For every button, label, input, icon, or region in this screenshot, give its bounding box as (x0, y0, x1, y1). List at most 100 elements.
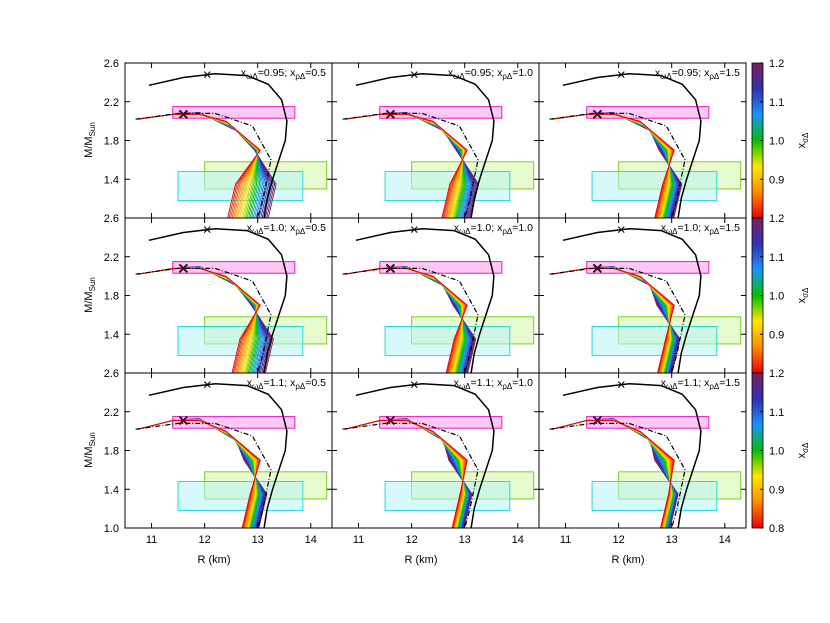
panel-label: xωΔ=1.0; xρΔ=1.0 (454, 222, 533, 236)
x-tick-label: 11 (146, 534, 157, 546)
x-tick-label: 13 (252, 534, 264, 546)
colorbar-tick-label: 0.9 (769, 484, 784, 496)
x-tick-label: 12 (612, 534, 624, 546)
axis-ticks: 11 12 13 14 11 12 13 14 11 12 13 14 1.4 1.8 2.2 2.6 1.4 1… (104, 58, 746, 546)
max-mass-marker (178, 263, 189, 274)
envelope-line (549, 267, 686, 373)
svg-text:M/MSun: M/MSun (83, 432, 97, 468)
envelope-line (342, 422, 479, 528)
curve-family (552, 418, 679, 528)
max-mass-marker (385, 415, 396, 426)
constraint-box-cyan (384, 481, 511, 512)
colorbar-label: xσΔ (796, 442, 810, 458)
x-tick-label: 11 (560, 534, 571, 546)
colorbar-tick-label: 1.1 (769, 407, 784, 419)
max-mass-marker (410, 71, 418, 78)
series-line (138, 267, 261, 373)
max-mass-marker (617, 226, 625, 233)
constraint-box-magenta (586, 416, 710, 429)
constraint-box-magenta (379, 106, 503, 119)
constraint-box-cyan (591, 326, 718, 357)
reference-curve (355, 72, 495, 218)
curve-family (552, 265, 681, 373)
panel-label: xωΔ=1.0; xρΔ=1.5 (661, 222, 740, 236)
max-mass-marker (410, 381, 418, 388)
constraint-box-magenta (172, 261, 296, 274)
y-tick-label: 2.2 (104, 97, 119, 109)
max-mass-marker (385, 109, 396, 120)
curve-family (138, 265, 274, 373)
envelope-line (135, 422, 272, 528)
colorbar-tick-label: 0.9 (769, 174, 784, 186)
panel-labels: xωΔ=0.95; xρΔ=0.5 xωΔ=0.95; xρΔ=1.0 xωΔ=0.… (241, 67, 740, 391)
colorbar-tick-label: 1.2 (769, 368, 784, 380)
svg-text:xσΔ: xσΔ (796, 287, 810, 303)
series-line (345, 420, 468, 528)
constraint-box-cyan (384, 171, 511, 202)
reference-curve (148, 227, 288, 373)
colorbar-tick-label: 0.9 (769, 329, 784, 341)
x-tick-label: 14 (512, 534, 524, 546)
curve-family (138, 418, 268, 528)
envelope-line (549, 112, 686, 218)
max-mass-marker (592, 109, 603, 120)
y-tick-label: 2.2 (104, 407, 119, 419)
max-mass-marker (178, 109, 189, 120)
max-mass-marker (203, 226, 211, 233)
constraint-box-cyan (591, 481, 718, 512)
panel-label: xωΔ=1.1; xρΔ=0.5 (247, 377, 326, 391)
max-mass-marker (617, 381, 625, 388)
colorbar-tick-label: 1.1 (769, 252, 784, 264)
envelope-line (135, 112, 272, 218)
svg-text:xσΔ: xσΔ (796, 442, 810, 458)
y-tick-label: 2.6 (104, 368, 119, 380)
panel-label: xωΔ=1.1; xρΔ=1.5 (661, 377, 740, 391)
svg-text:M/MSun: M/MSun (83, 277, 97, 313)
x-axis-label: R (km) (612, 554, 645, 566)
mass-radius-curves (135, 71, 702, 528)
y-tick-label: 1.4 (104, 174, 119, 186)
x-axis-label: R (km) (198, 554, 231, 566)
reference-curve (148, 382, 288, 528)
constraint-box-magenta (379, 261, 503, 274)
max-mass-marker (592, 415, 603, 426)
panel-label: xωΔ=0.95; xρΔ=1.5 (655, 67, 740, 81)
envelope-line (342, 112, 479, 218)
curve-family (345, 418, 473, 528)
max-mass-marker (592, 263, 603, 274)
x-axis-label: R (km) (405, 554, 438, 566)
y-tick-label: 1.8 (104, 446, 119, 458)
reference-curve (148, 72, 288, 218)
reference-curve (562, 72, 702, 218)
colorbar-tick-label: 0.8 (769, 523, 784, 535)
series-line (552, 420, 675, 528)
svg-text:M/MSun: M/MSun (83, 122, 97, 158)
series-line (552, 267, 675, 373)
y-tick-label: 1.8 (104, 136, 119, 148)
constraint-box-cyan (591, 171, 718, 202)
series-line (345, 267, 468, 373)
max-mass-marker (203, 71, 211, 78)
y-tick-label: 2.6 (104, 213, 119, 225)
colorbar-tick-label: 1.0 (769, 136, 784, 148)
envelope-line (135, 267, 272, 373)
x-tick-label: 12 (405, 534, 417, 546)
colorbar-tick-label: 1.0 (769, 446, 784, 458)
colorbar-label: xσΔ (796, 132, 810, 148)
colorbar-tick-label: 1.2 (769, 213, 784, 225)
constraint-box-magenta (172, 106, 296, 119)
x-tick-label: 14 (719, 534, 731, 546)
y-axis-label: M/MSun (83, 432, 97, 468)
max-mass-marker (178, 415, 189, 426)
envelope-line (549, 422, 686, 528)
x-tick-label: 14 (305, 534, 317, 546)
panel-label: xωΔ=1.1; xρΔ=1.0 (454, 377, 533, 391)
panel-label: xωΔ=0.95; xρΔ=1.0 (448, 67, 533, 81)
reference-curve (562, 227, 702, 373)
reference-curve (562, 382, 702, 528)
constraint-box-magenta (379, 416, 503, 429)
y-tick-label: 1.0 (104, 523, 119, 535)
max-mass-marker (410, 226, 418, 233)
panel-label: xωΔ=0.95; xρΔ=0.5 (241, 67, 326, 81)
y-tick-label: 2.2 (104, 252, 119, 264)
